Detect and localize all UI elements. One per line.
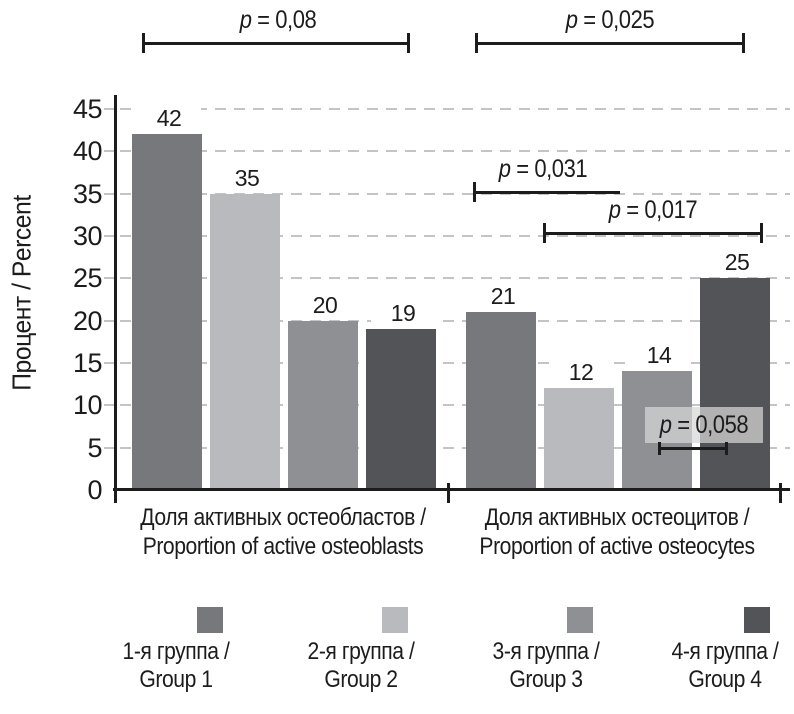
category-label-en: Proportion of active osteocytes xyxy=(479,533,755,560)
gridline xyxy=(120,362,790,364)
gridline xyxy=(120,108,790,110)
y-tick-label: 0 xyxy=(87,475,102,505)
y-axis-tick xyxy=(104,404,114,407)
p-bracket-tick xyxy=(543,223,546,243)
p-label-background xyxy=(645,407,763,443)
bar-value-label: 21 xyxy=(471,283,535,310)
p-value-label: p = 0,017 xyxy=(608,196,698,224)
category-label: Доля активных остеобластов / Proportion o… xyxy=(125,503,442,561)
y-axis xyxy=(114,95,117,503)
p-bracket-line xyxy=(475,42,745,45)
y-tick-label: 40 xyxy=(72,136,103,167)
legend-label-en: Group 3 xyxy=(509,666,583,693)
gridline xyxy=(120,446,790,449)
bar xyxy=(132,134,202,490)
p-value-label: p = 0,031 xyxy=(498,155,588,183)
legend-label-en: Group 4 xyxy=(688,666,762,693)
legend-swatch xyxy=(567,607,593,633)
y-axis-tick xyxy=(104,362,114,364)
legend-label-ru: 1-я группа / xyxy=(122,638,230,665)
bar xyxy=(700,278,770,490)
legend-swatch xyxy=(382,607,408,633)
p-bracket-line xyxy=(142,42,410,45)
gridline xyxy=(120,277,790,280)
p-bracket-tick xyxy=(475,33,478,53)
p-bracket-tick xyxy=(658,441,661,455)
bar-value-label: 12 xyxy=(549,359,613,386)
legend-label: 2-я группа / Group 2 xyxy=(269,638,454,694)
legend-label-ru: 2-я группа / xyxy=(307,638,415,665)
p-symbol: p xyxy=(608,196,621,224)
category-label-en: Proportion of active osteoblasts xyxy=(142,533,424,560)
p-value-label: p = 0,025 xyxy=(565,6,655,34)
y-tick-label: 45 xyxy=(72,94,103,124)
bar-value-label: 19 xyxy=(371,300,435,327)
x-axis-tick xyxy=(779,483,782,503)
y-tick-label: 20 xyxy=(72,305,103,336)
p-value-label: p = 0,058 xyxy=(659,411,749,439)
category-label-ru: Доля активных остеоцитов / xyxy=(484,504,750,531)
category-label-ru: Доля активных остеобластов / xyxy=(140,504,426,531)
legend-label: 1-я группа / Group 1 xyxy=(84,638,269,694)
bar xyxy=(544,388,614,490)
p-bracket-tick xyxy=(473,182,476,202)
gridline xyxy=(120,404,790,407)
bar xyxy=(288,320,358,490)
x-axis xyxy=(113,488,790,491)
p-bracket-tick xyxy=(725,441,728,455)
p-bracket-line xyxy=(658,447,728,450)
y-axis-tick xyxy=(104,446,114,449)
y-tick-label: 30 xyxy=(72,221,103,251)
bar-value-label: 25 xyxy=(705,249,769,276)
y-tick-label: 10 xyxy=(72,390,103,421)
p-symbol: p xyxy=(239,6,252,34)
bar-value-label: 35 xyxy=(215,164,279,191)
legend-label-ru: 3-я группа / xyxy=(492,638,600,665)
p-bracket-line xyxy=(543,232,763,235)
bar xyxy=(366,329,436,490)
p-bracket-line xyxy=(473,191,620,194)
p-value-label: p = 0,08 xyxy=(239,6,317,34)
x-axis-tick xyxy=(447,483,450,503)
legend-label-ru: 4-я группа / xyxy=(671,638,779,665)
bar xyxy=(466,312,536,490)
legend-swatch xyxy=(197,607,223,633)
y-tick-label: 25 xyxy=(72,263,103,294)
p-bracket-tick xyxy=(407,33,410,53)
y-axis-tick xyxy=(104,235,114,237)
gridline xyxy=(120,235,790,237)
legend-label: 4-я группа / Group 4 xyxy=(633,638,794,694)
bar-value-label: 14 xyxy=(627,342,691,369)
y-tick-label: 35 xyxy=(72,178,103,209)
legend-label-en: Group 1 xyxy=(139,666,213,693)
category-label: Доля активных остеоцитов / Proportion of … xyxy=(459,503,776,561)
y-axis-tick xyxy=(104,319,114,322)
p-symbol: p xyxy=(565,6,578,34)
y-axis-tick xyxy=(104,192,114,195)
p-bracket-tick xyxy=(742,33,745,53)
legend-label: 3-я группа / Group 3 xyxy=(454,638,639,694)
y-tick-label: 15 xyxy=(72,348,103,378)
legend-label-en: Group 2 xyxy=(324,666,398,693)
y-tick-label: 5 xyxy=(87,432,102,463)
y-axis-tick xyxy=(104,277,114,280)
bar xyxy=(210,193,280,490)
p-bracket-tick xyxy=(760,223,763,243)
gridline xyxy=(120,192,790,195)
gridline xyxy=(120,319,790,322)
p-symbol: p xyxy=(659,411,672,439)
bar-value-label: 42 xyxy=(137,105,201,132)
legend-swatch xyxy=(744,607,770,633)
gridline xyxy=(120,150,790,153)
p-symbol: p xyxy=(498,155,511,183)
y-axis-tick xyxy=(104,150,114,153)
y-axis-tick xyxy=(104,108,114,110)
bar-value-label: 20 xyxy=(293,291,357,318)
p-bracket-tick xyxy=(142,33,145,53)
